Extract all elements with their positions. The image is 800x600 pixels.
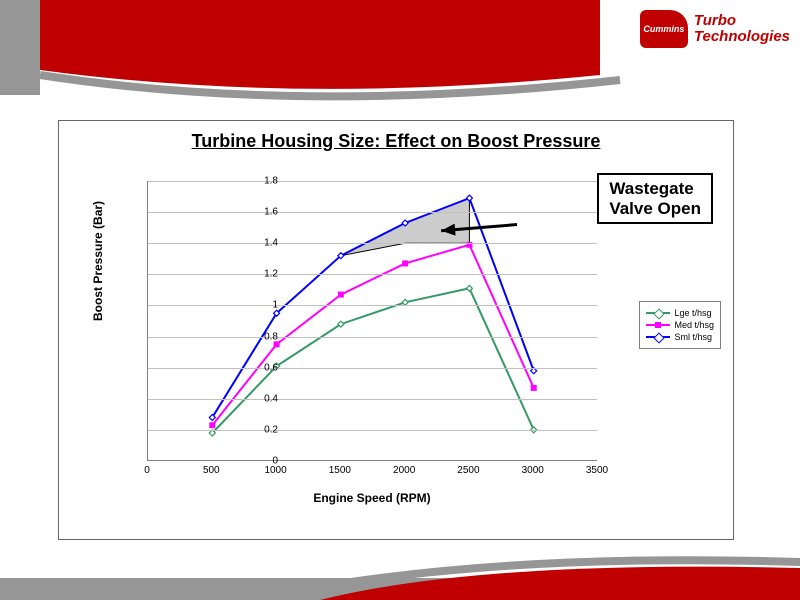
header-left-block [0, 0, 40, 95]
legend-swatch [646, 324, 670, 326]
x-tick: 2500 [448, 465, 488, 476]
x-tick: 1500 [320, 465, 360, 476]
series-marker [531, 385, 537, 391]
y-tick: 1.8 [250, 176, 278, 187]
x-tick: 0 [127, 465, 167, 476]
y-axis-label: Boost Pressure (Bar) [91, 201, 105, 321]
x-tick: 3000 [513, 465, 553, 476]
brand-logo: Cummins Turbo Technologies [640, 10, 790, 48]
brand-badge: Cummins [640, 10, 688, 48]
header-red-block [40, 0, 600, 70]
footer-swoosh [0, 550, 800, 600]
legend-swatch [646, 312, 670, 314]
y-tick: 1 [250, 300, 278, 311]
x-axis-label: Engine Speed (RPM) [147, 491, 597, 505]
callout-box: Wastegate Valve Open [597, 173, 713, 224]
y-tick: 0.2 [250, 424, 278, 435]
legend-label: Lge t/hsg [674, 308, 711, 318]
legend-item: Lge t/hsg [646, 308, 714, 318]
chart-title: Turbine Housing Size: Effect on Boost Pr… [59, 121, 733, 152]
legend-swatch [646, 336, 670, 338]
plot-area [147, 181, 597, 461]
legend-item: Sml t/hsg [646, 332, 714, 342]
legend-item: Med t/hsg [646, 320, 714, 330]
y-tick: 0.6 [250, 362, 278, 373]
legend-label: Sml t/hsg [674, 332, 712, 342]
x-tick: 1000 [256, 465, 296, 476]
series-marker [466, 285, 472, 291]
x-tick: 2000 [384, 465, 424, 476]
y-tick: 1.6 [250, 207, 278, 218]
brand-text: Turbo Technologies [694, 13, 790, 45]
y-tick: 0.4 [250, 393, 278, 404]
series-marker [274, 341, 280, 347]
x-tick: 500 [191, 465, 231, 476]
y-tick: 1.4 [250, 238, 278, 249]
series-marker [402, 260, 408, 266]
plot-svg [148, 181, 597, 460]
chart-container: Turbine Housing Size: Effect on Boost Pr… [58, 120, 734, 540]
series-marker [402, 299, 408, 305]
footer [0, 550, 800, 600]
legend: Lge t/hsg Med t/hsg Sml t/hsg [639, 301, 721, 349]
series-marker [531, 368, 537, 374]
brand-badge-text: Cummins [643, 24, 684, 34]
series-marker [338, 292, 344, 298]
brand-line2: Technologies [694, 29, 790, 45]
callout-line1: Wastegate [609, 179, 701, 199]
x-tick: 3500 [577, 465, 617, 476]
y-tick: 1.2 [250, 269, 278, 280]
series-marker [209, 422, 215, 428]
legend-label: Med t/hsg [674, 320, 714, 330]
callout-line2: Valve Open [609, 199, 701, 219]
brand-line1: Turbo [694, 13, 790, 29]
y-tick: 0.8 [250, 331, 278, 342]
